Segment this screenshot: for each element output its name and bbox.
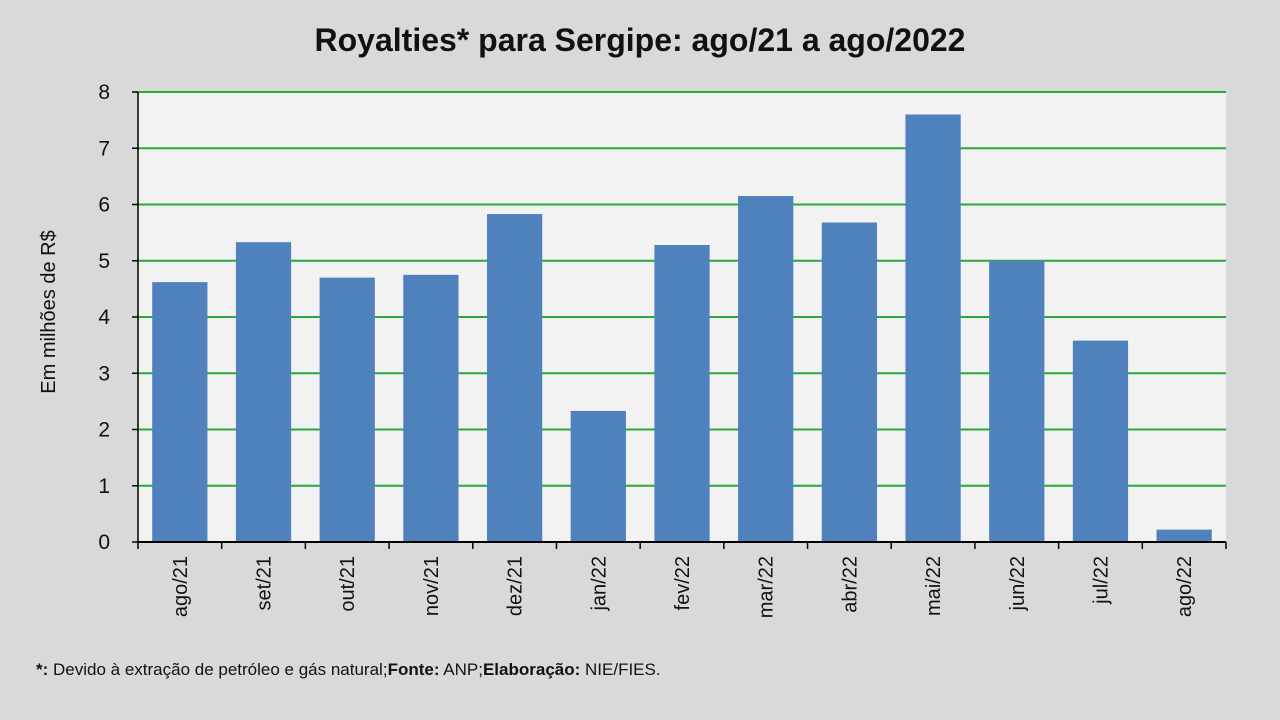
bar [319,277,375,542]
y-tick-labels: 0 1 2 3 4 5 6 7 8 [98,81,110,554]
y-tick-label: 7 [98,137,110,160]
x-tick-label: out/21 [337,556,359,612]
bar [152,282,208,542]
y-tick-label: 5 [98,250,110,273]
bar [403,274,459,542]
x-tick-label: set/21 [254,556,276,610]
footnote-elab-text: NIE/FIES. [580,660,661,679]
x-tick-label: mar/22 [756,556,778,618]
x-tick-label: jan/22 [588,556,610,612]
x-tick-label: abr/22 [839,556,861,613]
y-tick-label: 4 [98,306,110,329]
footnote-star-label: *: [36,660,49,679]
axes [132,91,1227,549]
y-tick-label: 6 [98,194,110,217]
y-axis-label: Em milhões de R$ [38,230,60,393]
y-tick-label: 1 [98,475,110,498]
bars [152,114,1212,542]
x-tick-label: dez/21 [505,556,527,616]
chart-title: Royalties* para Sergipe: ago/21 a ago/20… [314,22,966,58]
footnote-source-text: ANP; [439,660,483,679]
footnote: *: Devido à extração de petróleo e gás n… [36,660,661,680]
bar [486,214,543,542]
bar [570,410,626,542]
bar [235,242,292,542]
bar [989,260,1045,542]
footnote-source-label: Fonte: [387,660,440,679]
bar [654,245,710,542]
y-tick-label: 3 [98,362,110,385]
bar [1156,529,1212,542]
x-tick-labels: ago/21 set/21 out/21 nov/21 dez/21 jan/22 fev/… [170,556,1196,618]
footnote-star-text: Devido à extração de petróleo e gás natu… [48,660,388,679]
x-tick-label: ago/22 [1174,556,1196,617]
y-tick-label: 0 [98,531,110,554]
x-tick-label: nov/21 [421,556,443,616]
x-tick-label: jun/22 [1007,556,1029,612]
x-tick-label: mai/22 [923,556,945,616]
bar [738,196,794,542]
bar [905,114,961,542]
footnote-elab-label: Elaboração: [482,660,581,679]
bar [821,222,878,542]
x-tick-label: fev/22 [672,556,694,610]
y-tick-label: 8 [98,81,110,104]
x-tick-label: ago/21 [170,556,192,617]
bar [1072,340,1129,542]
x-tick-label: jul/22 [1090,556,1112,605]
y-tick-label: 2 [98,419,110,442]
